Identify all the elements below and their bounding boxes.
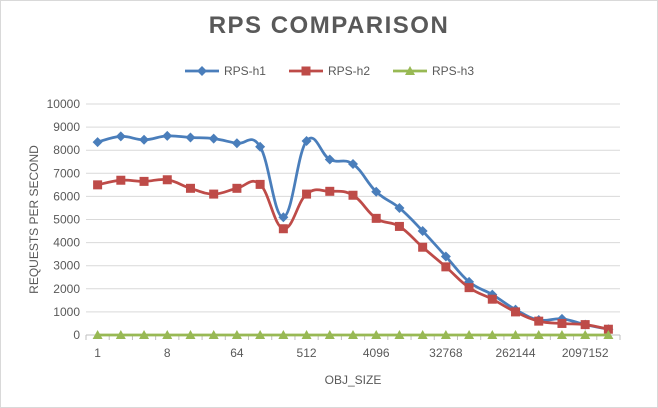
data-point-rps-h1-11	[348, 159, 358, 170]
data-point-rps-h3-3	[162, 330, 173, 339]
x-tick-label-4: 4096	[363, 346, 390, 360]
data-point-rps-h3-16	[464, 330, 475, 339]
data-point-rps-h3-11	[348, 330, 358, 339]
data-point-rps-h1-6	[231, 138, 242, 149]
data-point-rps-h1-9	[301, 135, 312, 146]
data-point-rps-h3-5	[208, 330, 219, 339]
data-point-rps-h1-2	[139, 134, 150, 145]
data-point-rps-h1-15	[440, 251, 451, 262]
data-point-rps-h3-4	[185, 330, 196, 339]
legend-swatch-rps-h1	[184, 66, 219, 76]
x-tick-label-6: 262144	[495, 346, 535, 360]
legend-swatch-rps-h2	[288, 66, 323, 76]
series-line-rps-h1	[97, 134, 609, 331]
data-point-rps-h3-10	[324, 330, 335, 339]
data-point-rps-h2-1	[116, 175, 126, 185]
data-point-rps-h3-20	[556, 330, 567, 339]
data-point-rps-h2-20	[557, 318, 567, 328]
data-point-rps-h2-8	[278, 224, 288, 234]
data-point-rps-h3-9	[301, 330, 312, 339]
data-point-rps-h2-3	[162, 175, 172, 185]
y-tick-label-0: 0	[73, 328, 80, 342]
data-point-rps-h3-1	[115, 330, 126, 339]
data-point-rps-h3-13	[394, 330, 405, 339]
data-point-rps-h3-19	[533, 330, 544, 339]
data-point-rps-h2-19	[534, 316, 544, 326]
y-tick-label-7: 7000	[53, 166, 80, 180]
chart-title: RPS COMPARISON	[208, 12, 450, 39]
data-point-rps-h2-17	[487, 294, 497, 304]
data-point-rps-h1-4	[185, 132, 196, 143]
data-point-rps-h3-15	[440, 330, 451, 339]
data-point-rps-h2-9	[302, 189, 312, 199]
data-point-rps-h1-13	[394, 202, 405, 213]
y-tick-label-1: 1000	[53, 305, 80, 319]
x-tick-label-0: 1	[94, 346, 101, 360]
data-point-rps-h2-16	[464, 283, 474, 293]
data-point-rps-h1-12	[371, 186, 382, 197]
data-point-rps-h2-11	[348, 190, 358, 200]
data-point-rps-h2-5	[209, 189, 219, 199]
series-line-rps-h2	[97, 178, 609, 331]
y-axis-title: REQUESTS PER SECOND	[27, 145, 41, 294]
y-tick-label-9: 9000	[53, 120, 80, 134]
legend-item-rps-h1: RPS-h1	[184, 64, 266, 78]
data-point-rps-h3-0	[92, 330, 103, 339]
data-point-rps-h2-7	[255, 179, 265, 189]
y-tick-label-3: 3000	[53, 259, 80, 273]
data-point-rps-h3-14	[417, 330, 428, 339]
data-point-rps-h2-14	[418, 242, 428, 252]
data-point-rps-h1-14	[417, 226, 428, 237]
data-point-rps-h1-1	[115, 131, 126, 142]
x-axis-title: OBJ_SIZE	[325, 373, 382, 387]
data-point-rps-h3-22	[603, 330, 614, 339]
data-point-rps-h2-18	[511, 307, 521, 317]
data-point-rps-h2-6	[232, 183, 242, 193]
chart-legend: RPS-h1 RPS-h2 RPS-h3	[0, 64, 658, 78]
data-point-rps-h2-12	[371, 213, 381, 223]
legend-swatch-rps-h3	[393, 66, 428, 75]
data-point-rps-h1-7	[255, 141, 266, 152]
x-tick-label-3: 512	[297, 346, 317, 360]
y-tick-label-2: 2000	[53, 282, 80, 296]
data-point-rps-h3-17	[487, 330, 498, 339]
data-point-rps-h3-8	[278, 330, 289, 339]
legend-label-rps-h1: RPS-h1	[223, 64, 266, 78]
data-point-rps-h2-13	[394, 221, 404, 231]
data-point-rps-h1-3	[162, 130, 173, 141]
data-point-rps-h1-8	[278, 212, 289, 223]
data-point-rps-h3-2	[139, 330, 150, 339]
data-point-rps-h3-6	[231, 330, 242, 339]
data-point-rps-h2-21	[580, 320, 590, 330]
data-point-rps-h3-7	[255, 330, 266, 339]
data-point-rps-h3-21	[580, 330, 591, 339]
legend-item-rps-h2: RPS-h2	[288, 64, 370, 78]
data-point-rps-h1-10	[324, 154, 335, 165]
y-tick-label-8: 8000	[53, 143, 80, 157]
data-point-rps-h2-2	[139, 176, 149, 186]
y-tick-label-5: 5000	[53, 213, 80, 227]
y-tick-label-4: 4000	[53, 236, 80, 250]
data-point-rps-h3-18	[510, 330, 521, 339]
data-point-rps-h1-5	[208, 133, 219, 144]
data-point-rps-h2-10	[325, 186, 335, 196]
x-tick-label-2: 64	[230, 346, 244, 360]
legend-item-rps-h3: RPS-h3	[392, 64, 474, 78]
data-point-rps-h2-4	[185, 183, 195, 193]
y-tick-label-10: 10000	[47, 97, 81, 111]
x-tick-label-7: 2097152	[562, 346, 609, 360]
data-point-rps-h2-0	[93, 180, 103, 190]
data-point-rps-h1-0	[92, 137, 103, 148]
x-tick-label-1: 8	[164, 346, 171, 360]
y-tick-label-6: 6000	[53, 189, 80, 203]
legend-label-rps-h2: RPS-h2	[327, 64, 371, 78]
legend-label-rps-h3: RPS-h3	[432, 64, 475, 78]
data-point-rps-h2-15	[441, 262, 451, 272]
data-point-rps-h2-22	[603, 324, 613, 334]
data-point-rps-h3-12	[371, 330, 382, 339]
x-tick-label-5: 32768	[429, 346, 463, 360]
